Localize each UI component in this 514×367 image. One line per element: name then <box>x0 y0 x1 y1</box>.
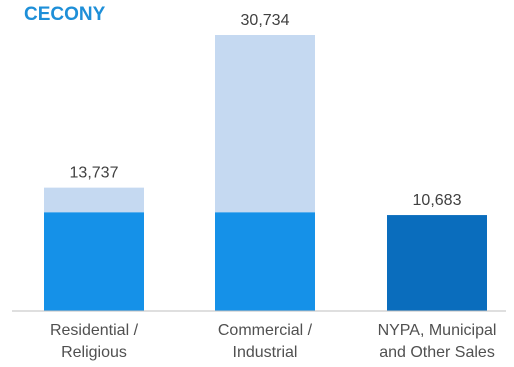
bar-segment-1-1 <box>44 212 144 311</box>
x-tick-label: NYPA, Municipal <box>378 322 497 339</box>
data-label: 13,737 <box>70 165 119 182</box>
chart-title: CECONY <box>24 4 106 25</box>
data-label: 30,734 <box>241 12 290 29</box>
x-tick-label: Industrial <box>233 344 298 361</box>
bar-segment-1-2 <box>44 187 144 213</box>
x-tick-label: Commercial / <box>218 322 313 339</box>
x-tick-label: Religious <box>61 344 127 361</box>
bar-segment-2-2 <box>215 35 315 213</box>
bar-segment-2-1 <box>215 212 315 311</box>
bars-layer <box>44 35 487 311</box>
data-label: 10,683 <box>413 192 462 209</box>
x-tick-label: Residential / <box>50 322 139 339</box>
x-tick-label: and Other Sales <box>379 344 495 361</box>
bar-segment-3-1 <box>387 215 487 311</box>
labels-layer: 13,737 Residential / Religious 30,734 Commer… <box>50 12 496 361</box>
